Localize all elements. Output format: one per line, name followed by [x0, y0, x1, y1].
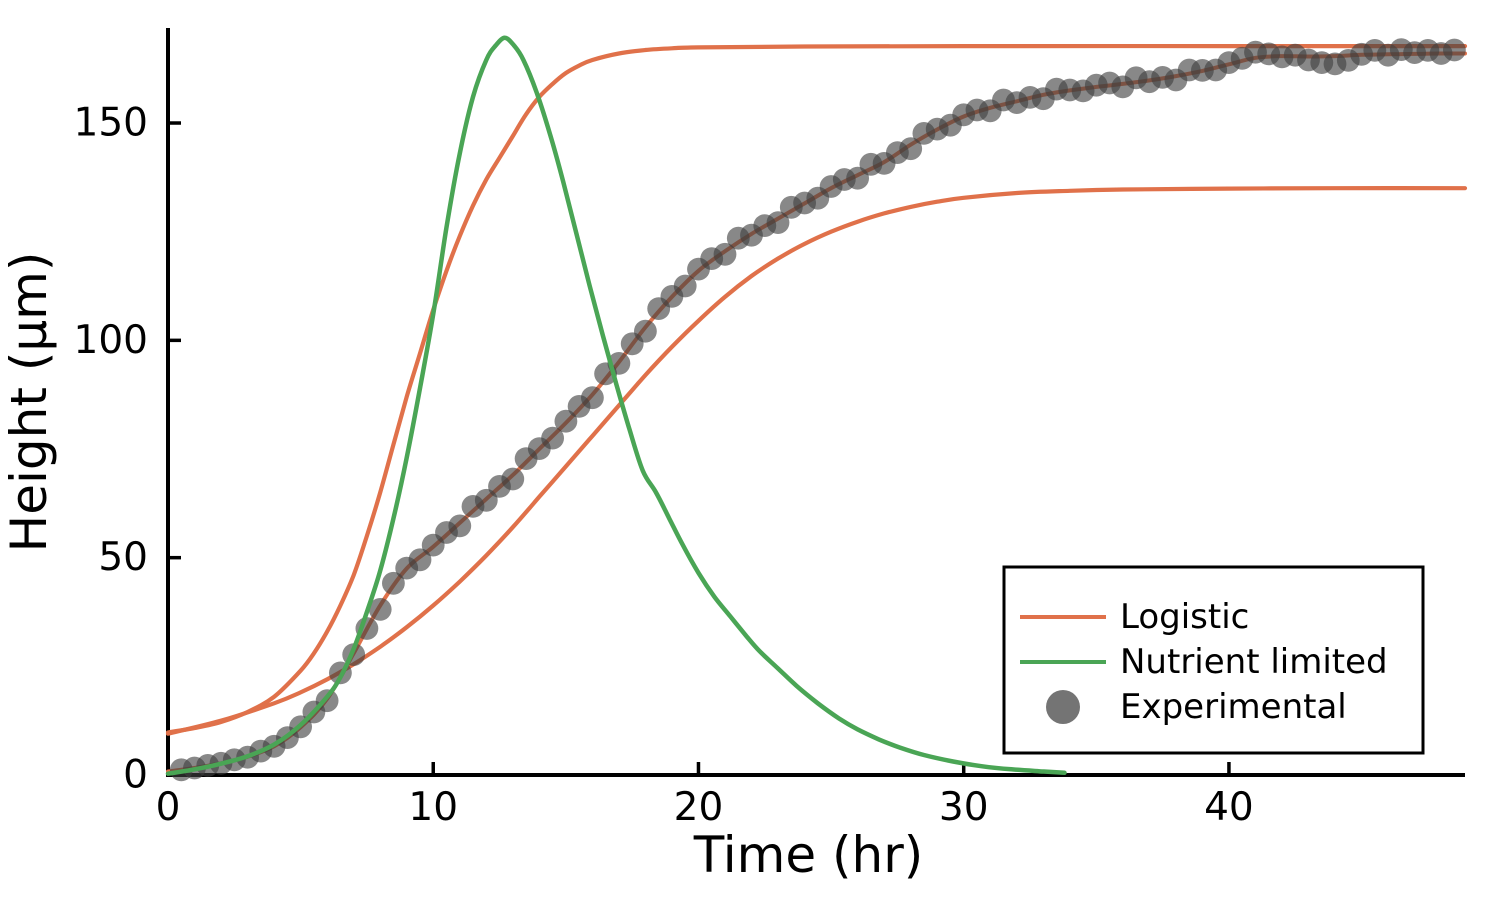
- data-point: [673, 274, 697, 298]
- legend-label: Experimental: [1120, 687, 1347, 727]
- legend-label: Nutrient limited: [1120, 642, 1388, 682]
- logistic-lower-curve: [165, 186, 1468, 736]
- data-point: [554, 409, 578, 433]
- data-point: [382, 571, 405, 595]
- data-point: [899, 137, 923, 161]
- y-tick-label: 50: [98, 535, 148, 580]
- x-tick-label: 30: [939, 785, 989, 830]
- y-tick-label: 100: [74, 318, 148, 363]
- data-point: [766, 211, 790, 235]
- legend-label: Logistic: [1120, 597, 1249, 637]
- x-tick-label: 40: [1204, 785, 1254, 830]
- data-point: [408, 548, 432, 572]
- data-point: [448, 514, 472, 538]
- data-point: [634, 319, 657, 343]
- y-tick-label: 150: [74, 101, 148, 146]
- x-tick-label: 10: [408, 785, 458, 830]
- y-axis-title: Height (μm): [0, 252, 58, 553]
- logistic-upper-curve: [165, 43, 1468, 735]
- data-point: [501, 467, 525, 491]
- x-tick-label: 0: [156, 785, 181, 830]
- y-tick-label: 0: [123, 753, 148, 798]
- data-point: [1443, 38, 1466, 62]
- x-tick-label: 20: [674, 785, 724, 830]
- x-axis-title: Time (hr): [693, 826, 924, 884]
- experimental-points: [169, 38, 1466, 782]
- data-point: [713, 242, 737, 266]
- data-point: [541, 426, 564, 450]
- legend-circle-sample: [1046, 690, 1080, 724]
- data-point: [368, 598, 392, 621]
- nutrient-limited-curve: [165, 35, 1067, 776]
- data-point: [581, 386, 604, 410]
